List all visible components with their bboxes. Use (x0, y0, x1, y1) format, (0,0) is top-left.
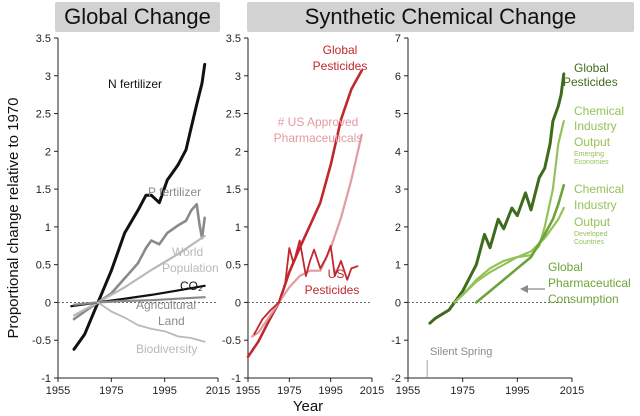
series-annotation-label: Output (574, 135, 611, 149)
series-annotation-label: US (328, 267, 345, 281)
series-annotation-label: Industry (574, 198, 617, 212)
series-annotation-label: N fertilizer (108, 77, 162, 91)
series-annotation-label: Consumption (548, 292, 619, 306)
y-tick-label: -1 (41, 373, 51, 385)
x-tick-label: 1975 (277, 385, 301, 397)
x-axis-label: Year (293, 398, 323, 415)
x-tick-label: 1995 (505, 385, 529, 397)
series-annotation-label: Land (158, 314, 185, 328)
series-annotation-label: Global (548, 260, 583, 274)
series-annotation-label: Biodiversity (136, 342, 197, 356)
x-tick-label: 1955 (396, 385, 420, 397)
series-annotation-label: Countries (574, 239, 604, 246)
series-line-chemical-industry-output-emerging-economies (453, 120, 565, 304)
y-tick-label: 1.5 (226, 184, 241, 196)
header-global-change: Global Change (55, 2, 220, 32)
series-line-global-pesticides (428, 72, 566, 325)
y-tick-label: 1.5 (36, 184, 51, 196)
y-tick-label: 2 (235, 146, 241, 158)
series-annotation-label: Pharmaceutical (548, 276, 631, 290)
y-tick-label: 5 (395, 109, 401, 121)
header-synthetic-chemical-change: Synthetic Chemical Change (247, 2, 634, 32)
x-tick-label: 1955 (236, 385, 260, 397)
y-tick-label: -1 (391, 335, 401, 347)
y-tick-label: -2 (391, 373, 401, 385)
series-annotation-label: P fertilizer (148, 185, 201, 199)
y-tick-label: 3.5 (226, 33, 241, 45)
y-tick-label: 1 (235, 222, 241, 234)
y-tick-label: 3 (235, 71, 241, 83)
y-tick-label: 0 (235, 297, 241, 309)
series-annotation-label: Industry (574, 119, 617, 133)
y-tick-label: 7 (395, 33, 401, 45)
series-line-us-pesticides (253, 239, 359, 336)
series-annotation-label: Chemical (574, 104, 624, 118)
series-annotation-label: CO₂ (180, 279, 203, 293)
series-annotation-label: Global (323, 43, 358, 57)
y-tick-label: 1 (45, 222, 51, 234)
x-tick-label: 2015 (360, 385, 384, 397)
series-annotation-label: Pesticides (563, 75, 618, 89)
series-annotation-label: Agricultural (136, 298, 196, 312)
panel-3-axes (407, 38, 572, 379)
y-tick-label: 0.5 (226, 260, 241, 272)
series-annotation-label: Silent Spring (430, 346, 492, 358)
y-tick-label: -0.5 (32, 335, 51, 347)
y-tick-label: 3.5 (36, 33, 51, 45)
y-tick-label: 0.5 (36, 260, 51, 272)
x-tick-label: 2015 (206, 385, 230, 397)
series-annotation-label: World (172, 245, 203, 259)
y-tick-label: -0.5 (222, 335, 241, 347)
x-tick-label: 1995 (152, 385, 176, 397)
y-tick-label: 0 (45, 297, 51, 309)
series-annotation-label: Population (162, 261, 219, 275)
series-annotation-label: # US Approved (278, 115, 359, 129)
x-tick-label: 1975 (450, 385, 474, 397)
series-annotation-label: Output (574, 215, 611, 229)
series-annotation-label: Pharmaceuticals (274, 131, 363, 145)
x-tick-label: 2015 (560, 385, 584, 397)
series-line-world-population (72, 234, 206, 317)
x-tick-label: 1975 (99, 385, 123, 397)
y-tick-label: 2.5 (226, 109, 241, 121)
y-tick-label: 2.5 (36, 109, 51, 121)
y-tick-label: 4 (395, 146, 401, 158)
series-annotation-label: Chemical (574, 182, 624, 196)
series-annotation-label: Pesticides (305, 283, 360, 297)
series-line-biodiversity (97, 301, 206, 343)
x-tick-label: 1955 (46, 385, 70, 397)
y-tick-label: 2 (45, 146, 51, 158)
y-tick-label: 3 (45, 71, 51, 83)
y-tick-label: 3 (395, 184, 401, 196)
series-annotation-label: Developed (574, 231, 608, 238)
series-line-agricultural-land (72, 296, 206, 306)
series-annotation-label: Economies (574, 159, 609, 166)
y-tick-label: 1 (395, 260, 401, 272)
series-annotation-label: Global (574, 61, 609, 75)
pointer-arrowhead (520, 285, 528, 293)
series-annotation-label: Pesticides (313, 59, 368, 73)
series-line-global-pesticides (246, 69, 363, 359)
series-line-n-fertilizer (72, 62, 207, 351)
y-axis-label: Proportional change relative to 1970 (5, 98, 22, 339)
series-annotation-label: Emerging (574, 151, 604, 158)
y-tick-label: 6 (395, 71, 401, 83)
series-line-global-pharmaceutical-consumption (475, 184, 566, 304)
series-line-chemical-industry-output-developed-countries (453, 206, 565, 304)
y-tick-label: 0 (395, 297, 401, 309)
y-tick-label: -1 (231, 373, 241, 385)
series-line-us-approved-pharmaceuticals (251, 133, 363, 338)
x-tick-label: 1995 (318, 385, 342, 397)
y-tick-label: 2 (395, 222, 401, 234)
